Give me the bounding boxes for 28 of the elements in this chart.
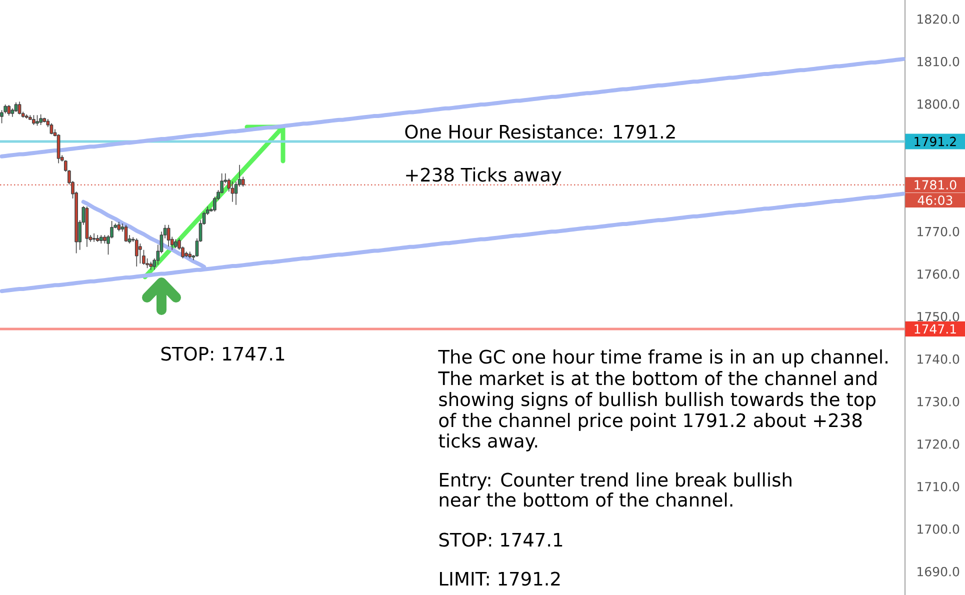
y-tick-label: 1760.0 (918, 269, 960, 279)
annotation: The GC one hour time frame is in an up channel. (438, 349, 888, 368)
annotation: showing signs of bullish bullish towards the top (439, 392, 876, 410)
y-tick-label: 1740.0 (918, 354, 960, 364)
annotation: One Hour Resistance: 1791.2 (405, 124, 675, 139)
annotation: STOP: 1747.1 (161, 346, 284, 361)
y-tick-label: 1730.0 (918, 396, 960, 406)
y-tick-label: 1810.0 (918, 56, 960, 66)
y-tick-label: 1750.0 (918, 312, 960, 322)
y-tick-label: 1720.0 (918, 439, 960, 449)
annotation: Entry: Counter trend line break bullish (440, 472, 792, 490)
annotation: near the bottom of the channel. (440, 492, 732, 507)
y-tick-label: 1700.0 (918, 524, 960, 534)
ref-line-label: 1747.1 (914, 324, 956, 334)
ref-line-label: 1791.2 (914, 136, 956, 146)
annotation: STOP: 1747.1 (439, 532, 562, 547)
text: 46:03 (918, 195, 952, 205)
annotation: ticks away. (438, 433, 538, 452)
annotation: The market is at the bottom of the channel and (438, 370, 876, 386)
y-tick-label: 1710.0 (918, 482, 960, 492)
annotation: LIMIT: 1791.2 (440, 572, 560, 586)
annotation: +238 Ticks away (406, 167, 562, 186)
y-tick-label: 1770.0 (918, 226, 960, 236)
y-tick-label: 1690.0 (918, 566, 960, 576)
annotation: of the channel price point 1791.2 about +238 (439, 412, 862, 431)
y-tick-label: 1820.0 (918, 14, 960, 24)
ref-line-label: 1781.0 (914, 180, 956, 190)
y-tick-label: 1800.0 (918, 99, 960, 109)
